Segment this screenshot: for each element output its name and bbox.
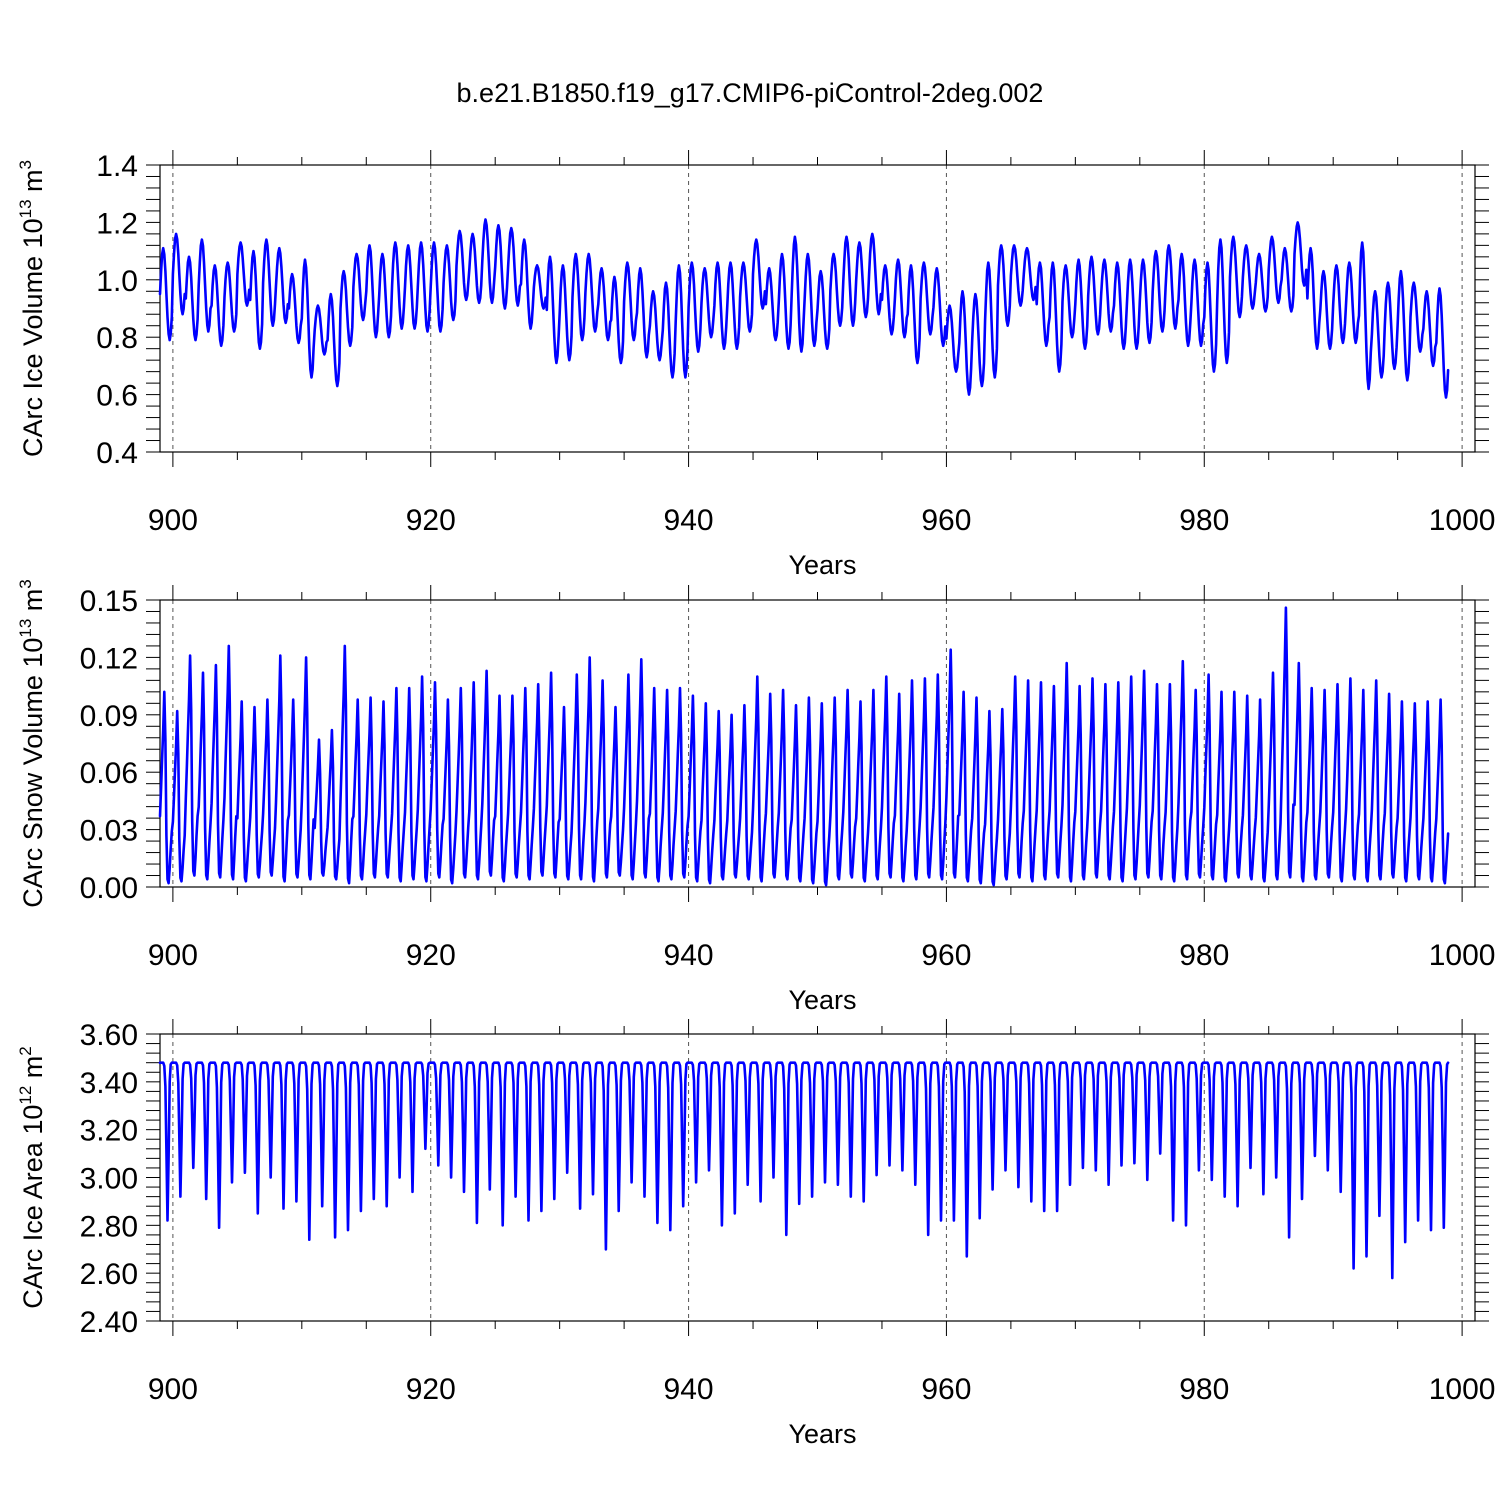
x-tick-label: 900 bbox=[148, 939, 198, 972]
y-tick-label: 0.00 bbox=[80, 872, 138, 905]
x-tick-label: 940 bbox=[664, 1373, 714, 1406]
y-tick-label: 0.03 bbox=[80, 815, 138, 848]
y-tick-label: 0.06 bbox=[80, 757, 138, 790]
panel-ice_area: 900 920 940 960 980 1000 Years 2.40 2.60 2.80 3.00… bbox=[16, 1019, 1495, 1449]
x-tick-label: 920 bbox=[406, 504, 456, 537]
x-tick-label: 960 bbox=[921, 504, 971, 537]
y-tick-label: 0.15 bbox=[80, 585, 138, 618]
x-tick-label: 940 bbox=[664, 939, 714, 972]
series-line-snow_volume bbox=[158, 606, 1450, 887]
panel-snow_volume: 900 920 940 960 980 1000 Years 0.00 0.03 0.06 0.09… bbox=[16, 579, 1495, 1015]
series-line-ice_volume bbox=[158, 218, 1450, 399]
x-tick-label: 920 bbox=[406, 1373, 456, 1406]
x-tick-label: 1000 bbox=[1429, 504, 1496, 537]
y-axis-label: CArc Snow Volume 1013 m3 bbox=[16, 579, 48, 908]
x-tick-label: 920 bbox=[406, 939, 456, 972]
y-tick-label: 3.00 bbox=[80, 1163, 138, 1196]
y-tick-label: 2.40 bbox=[80, 1306, 138, 1339]
y-tick-label: 0.09 bbox=[80, 700, 138, 733]
x-axis-label: Years bbox=[788, 1419, 856, 1449]
chart-title: b.e21.B1850.f19_g17.CMIP6-piControl-2deg… bbox=[457, 78, 1044, 108]
y-tick-label: 0.8 bbox=[96, 322, 138, 355]
y-axis-label: CArc Ice Area 1012 m2 bbox=[16, 1046, 48, 1309]
x-tick-label: 1000 bbox=[1429, 939, 1496, 972]
y-tick-label: 3.40 bbox=[80, 1067, 138, 1100]
y-tick-label: 2.60 bbox=[80, 1258, 138, 1291]
y-tick-label: 0.4 bbox=[96, 437, 138, 470]
x-tick-label: 900 bbox=[148, 1373, 198, 1406]
x-tick-label: 980 bbox=[1179, 504, 1229, 537]
x-tick-label: 960 bbox=[921, 939, 971, 972]
y-tick-label: 1.4 bbox=[96, 150, 138, 183]
y-tick-label: 0.12 bbox=[80, 642, 138, 675]
panel-ice_volume: 900 920 940 960 980 1000 Years 0.4 0.6 0.8 1.0 1.2 1… bbox=[16, 150, 1495, 580]
y-tick-label: 1.0 bbox=[96, 265, 138, 298]
x-tick-label: 980 bbox=[1179, 939, 1229, 972]
x-axis-label: Years bbox=[788, 550, 856, 580]
x-tick-label: 1000 bbox=[1429, 1373, 1496, 1406]
y-tick-label: 0.6 bbox=[96, 380, 138, 413]
y-tick-label: 1.2 bbox=[96, 207, 138, 240]
x-tick-label: 980 bbox=[1179, 1373, 1229, 1406]
x-tick-label: 940 bbox=[664, 504, 714, 537]
y-tick-label: 3.20 bbox=[80, 1115, 138, 1148]
x-tick-label: 900 bbox=[148, 504, 198, 537]
x-tick-label: 960 bbox=[921, 1373, 971, 1406]
series-line-ice_area bbox=[158, 1061, 1450, 1280]
y-tick-label: 2.80 bbox=[80, 1210, 138, 1243]
y-tick-label: 3.60 bbox=[80, 1019, 138, 1052]
x-axis-label: Years bbox=[788, 985, 856, 1015]
y-axis-label: CArc Ice Volume 1013 m3 bbox=[16, 160, 48, 457]
